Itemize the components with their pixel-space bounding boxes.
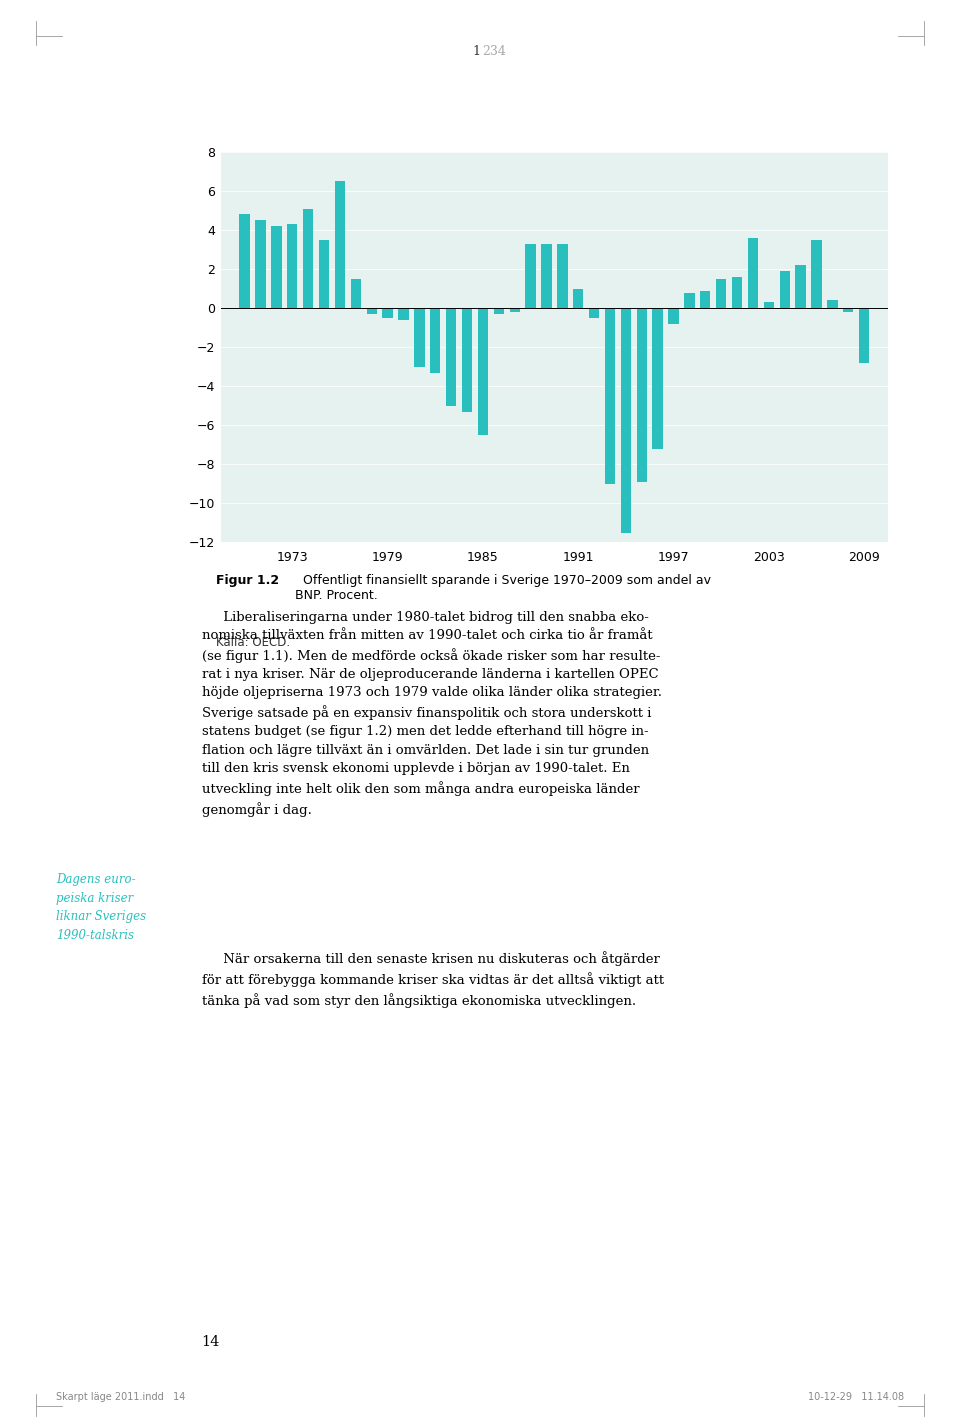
- Bar: [541, 244, 552, 308]
- Bar: [621, 308, 631, 532]
- Bar: [430, 308, 441, 372]
- Bar: [588, 308, 599, 318]
- Bar: [843, 308, 853, 312]
- Bar: [493, 308, 504, 314]
- Bar: [478, 308, 488, 435]
- Bar: [668, 308, 679, 324]
- Text: Liberaliseringarna under 1980-talet bidrog till den snabba eko-
nomiska tillväxt: Liberaliseringarna under 1980-talet bidr…: [202, 611, 661, 816]
- Bar: [859, 308, 870, 364]
- Bar: [255, 220, 266, 308]
- Bar: [510, 308, 520, 312]
- Bar: [684, 293, 695, 308]
- Text: 10-12-29   11.14.08: 10-12-29 11.14.08: [808, 1392, 904, 1402]
- Text: Skarpt läge 2011.indd   14: Skarpt läge 2011.indd 14: [56, 1392, 185, 1402]
- Bar: [303, 209, 313, 308]
- Bar: [605, 308, 615, 484]
- Bar: [446, 308, 456, 406]
- Bar: [700, 291, 710, 308]
- Bar: [716, 278, 727, 308]
- Text: Figur 1.2: Figur 1.2: [216, 574, 279, 586]
- Bar: [319, 240, 329, 308]
- Bar: [287, 224, 298, 308]
- Bar: [335, 182, 345, 308]
- Text: 1: 1: [472, 45, 480, 58]
- Text: Källa: OECD.: Källa: OECD.: [216, 636, 290, 649]
- Text: 234: 234: [482, 45, 506, 58]
- Bar: [525, 244, 536, 308]
- Bar: [350, 278, 361, 308]
- Bar: [828, 301, 837, 308]
- Bar: [367, 308, 377, 314]
- Text: Offentligt finansiellt sparande i Sverige 1970–2009 som andel av
BNP. Procent.: Offentligt finansiellt sparande i Sverig…: [295, 574, 710, 602]
- Bar: [811, 240, 822, 308]
- Bar: [414, 308, 424, 366]
- Bar: [636, 308, 647, 481]
- Bar: [462, 308, 472, 412]
- Bar: [653, 308, 662, 449]
- Text: När orsakerna till den senaste krisen nu diskuteras och åtgärder
för att förebyg: När orsakerna till den senaste krisen nu…: [202, 951, 663, 1008]
- Bar: [732, 277, 742, 308]
- Text: 14: 14: [202, 1335, 220, 1349]
- Text: Dagens euro-
peiska kriser
liknar Sveriges
1990-talskris: Dagens euro- peiska kriser liknar Sverig…: [56, 873, 146, 941]
- Bar: [764, 302, 774, 308]
- Bar: [557, 244, 567, 308]
- Bar: [748, 239, 758, 308]
- Bar: [780, 271, 790, 308]
- Bar: [239, 214, 250, 308]
- Bar: [382, 308, 393, 318]
- Bar: [398, 308, 409, 320]
- Bar: [796, 266, 805, 308]
- Bar: [573, 288, 584, 308]
- Bar: [272, 226, 281, 308]
